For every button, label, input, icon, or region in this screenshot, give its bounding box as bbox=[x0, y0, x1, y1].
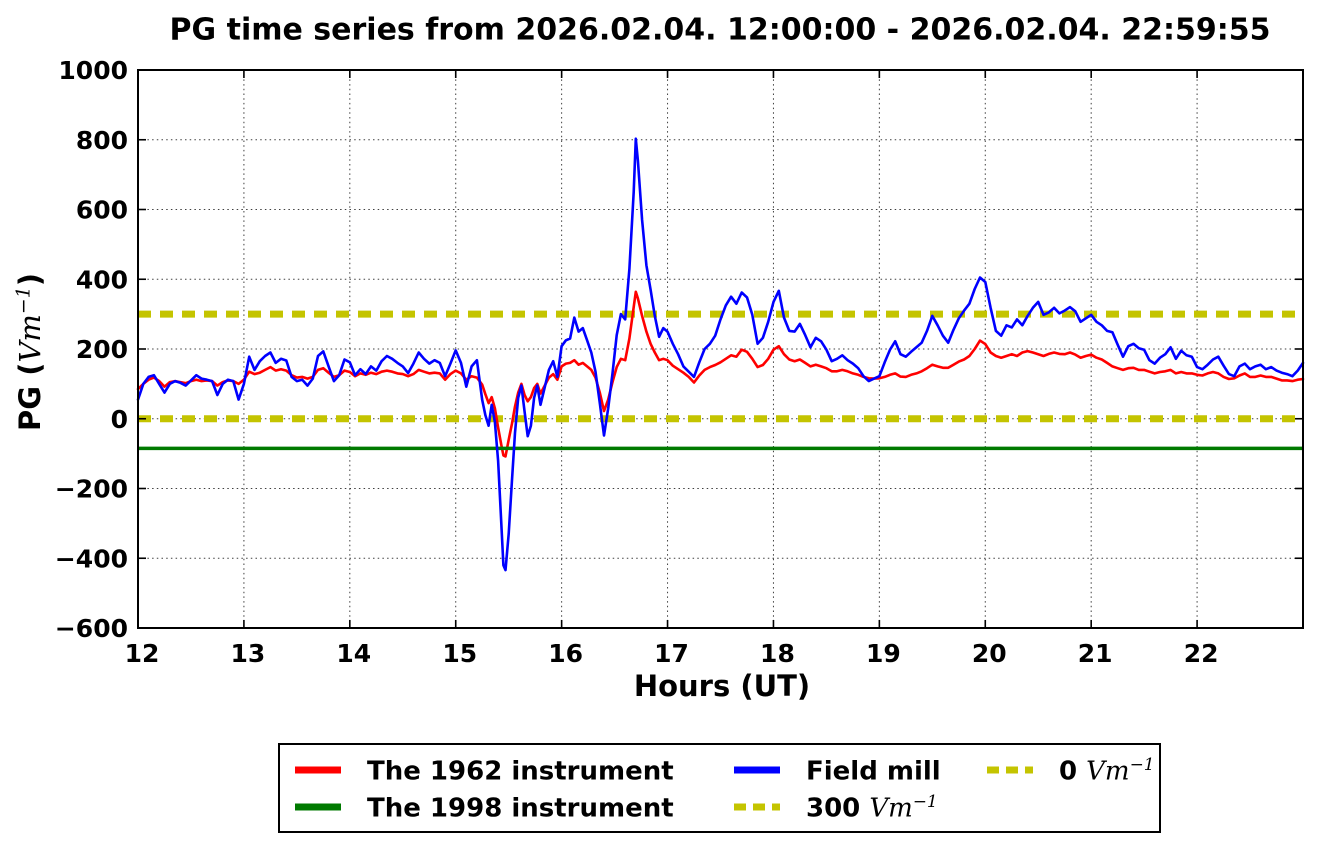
legend-label: 0 Vm−1 bbox=[1059, 753, 1155, 787]
legend-label: The 1962 instrument bbox=[367, 756, 674, 787]
legend-item-1962-instrument: The 1962 instrument bbox=[295, 754, 674, 786]
x-tick-label: 21 bbox=[1078, 639, 1113, 668]
y-tick-label: 800 bbox=[76, 126, 128, 155]
x-tick-label: 14 bbox=[336, 639, 371, 668]
y-tick-label: −400 bbox=[55, 544, 128, 573]
series-line bbox=[136, 290, 1305, 458]
y-tick-label: −200 bbox=[55, 475, 128, 504]
y-tick-label: 1000 bbox=[58, 56, 128, 85]
x-axis-label: Hours (UT) bbox=[633, 669, 811, 703]
legend-line-red-icon bbox=[295, 766, 341, 774]
legend-dashed-yellow-icon bbox=[734, 803, 780, 811]
y-tick-label: 600 bbox=[76, 196, 128, 225]
x-tick-label: 18 bbox=[760, 639, 795, 668]
x-tick-label: 16 bbox=[548, 639, 583, 668]
legend-dashed-yellow-icon bbox=[987, 766, 1033, 774]
y-tick-label: 200 bbox=[76, 335, 128, 364]
y-axis-label-prefix: PG ( bbox=[13, 362, 47, 431]
legend: The 1962 instrument The 1998 instrument … bbox=[278, 743, 1161, 833]
legend-item-0-line: 0 Vm−1 bbox=[987, 754, 1155, 786]
chart-title: PG time series from 2026.02.04. 12:00:00… bbox=[169, 12, 1271, 48]
y-tick-label: −600 bbox=[55, 614, 128, 643]
x-tick-label: 22 bbox=[1184, 639, 1219, 668]
y-tick-label: 0 bbox=[111, 405, 128, 434]
legend-label: The 1998 instrument bbox=[367, 793, 674, 824]
x-tick-label: 15 bbox=[442, 639, 477, 668]
legend-item-300-line: 300 Vm−1 bbox=[734, 791, 938, 823]
series-line bbox=[136, 137, 1305, 572]
x-tick-label: 17 bbox=[654, 639, 689, 668]
legend-label: Field mill bbox=[806, 756, 941, 787]
x-tick-label: 12 bbox=[125, 639, 160, 668]
y-tick-label: 400 bbox=[76, 265, 128, 294]
x-tick-label: 20 bbox=[972, 639, 1007, 668]
y-axis-label-math: Vm bbox=[13, 314, 47, 363]
legend-label: 300 Vm−1 bbox=[806, 790, 938, 824]
legend-item-field-mill: Field mill bbox=[734, 754, 941, 786]
y-axis-label: PG (Vm−1) bbox=[13, 273, 47, 431]
legend-item-1998-instrument: The 1998 instrument bbox=[295, 791, 674, 823]
legend-line-blue-icon bbox=[734, 766, 780, 774]
x-tick-label: 13 bbox=[231, 639, 266, 668]
y-axis-label-sup: −1 bbox=[13, 286, 35, 315]
x-tick-label: 19 bbox=[866, 639, 901, 668]
legend-line-green-icon bbox=[295, 803, 341, 811]
y-axis-label-suffix: ) bbox=[13, 273, 47, 287]
